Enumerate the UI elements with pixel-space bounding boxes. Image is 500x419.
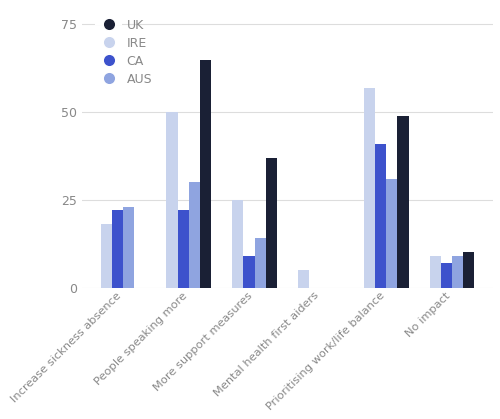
Bar [254,238,266,287]
Bar [189,182,200,287]
Bar [112,210,123,287]
Bar [123,207,134,287]
Bar [463,253,474,287]
Bar [244,256,254,287]
Bar [178,210,189,287]
Bar [200,59,211,287]
Bar [452,256,463,287]
Bar [364,88,375,287]
Bar [232,200,243,287]
Bar [266,158,277,287]
Bar [375,144,386,287]
Bar [398,116,408,287]
Bar [298,270,309,287]
Bar [430,256,441,287]
Bar [100,225,112,287]
Legend: UK, IRE, CA, AUS: UK, IRE, CA, AUS [96,19,152,86]
Bar [441,263,452,287]
Bar [166,112,177,287]
Bar [386,179,398,287]
